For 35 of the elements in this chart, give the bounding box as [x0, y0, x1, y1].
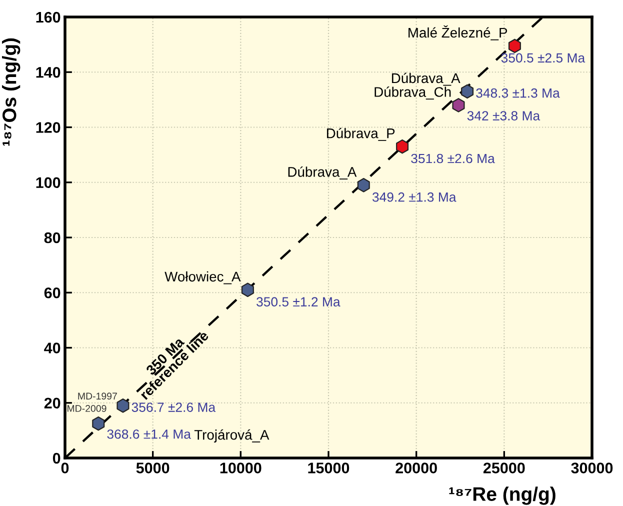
annotation: 349.2 ±1.3 Ma: [372, 192, 456, 202]
annotation: MD-1997: [78, 392, 117, 400]
annotation: 350.5 ±2.5 Ma: [501, 53, 586, 63]
y-tick-label: 100: [36, 177, 60, 188]
annotation: MD-2009: [68, 405, 106, 412]
y-tick-label: 140: [36, 66, 60, 78]
y-axis-title: ¹⁸⁷Os (ng/g): [2, 38, 20, 146]
annotation: Malé Železné_P: [408, 25, 508, 40]
x-axis-title: ¹⁸⁷Re (ng/g): [449, 486, 556, 505]
y-tick-label: 0: [52, 452, 60, 464]
x-tick-label: 0: [61, 462, 69, 474]
annotation: Dúbrava_A: [392, 72, 460, 86]
annotation: Trojárová_A: [194, 429, 270, 443]
annotation: Wołowiec_A: [164, 271, 241, 284]
x-tick-label: 15000: [308, 462, 350, 474]
x-tick-label: 30000: [571, 462, 613, 474]
x-tick-label: 5000: [136, 462, 170, 474]
annotation: Dúbrava_Ch: [374, 86, 451, 100]
y-tick-label: 40: [44, 342, 60, 354]
y-tick-label: 160: [36, 12, 60, 23]
annotation: Dúbrava_P: [326, 128, 395, 141]
annotation: 348.3 ±1.3 Ma: [476, 88, 560, 98]
annotation: 350.5 ±1.2 Ma: [256, 297, 340, 307]
y-tick-label: 60: [44, 287, 60, 298]
y-tick-label: 20: [44, 398, 60, 409]
x-tick-label: 25000: [483, 462, 525, 474]
x-tick-label: 20000: [396, 462, 437, 474]
annotation: 351.8 ±2.6 Ma: [411, 154, 495, 164]
annotation: Dúbrava_A: [288, 166, 357, 180]
annotation: 356.7 ±2.6 Ma: [132, 402, 216, 412]
annotation: 368.6 ±1.4 Ma: [107, 429, 191, 439]
x-tick-label: 10000: [220, 462, 262, 474]
annotation: 342 ±3.8 Ma: [467, 111, 540, 120]
y-tick-label: 80: [44, 232, 60, 244]
y-tick-label: 120: [36, 122, 60, 133]
